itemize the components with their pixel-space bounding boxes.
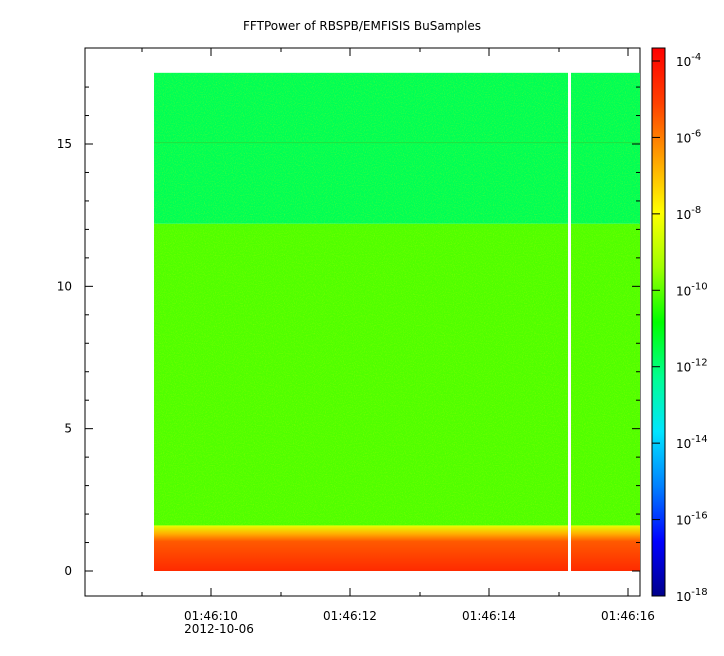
colorbar-tick-label: 10-16 [676,511,708,528]
x-axis-date-label: 2012-10-06 [184,622,254,636]
y-axis: 0 5 10 15 [57,86,640,578]
colorbar-tick-label: 10-18 [676,587,708,604]
colorbar-tick-label: 10-6 [676,128,701,145]
x-tick-label: 01:46:10 [184,609,238,623]
data-gap [568,71,571,572]
x-axis: 01:46:10 01:46:12 01:46:14 01:46:16 [141,48,655,623]
colorbar [651,47,666,597]
chart-title: FFTPower of RBSPB/EMFISIS BuSamples [243,19,481,33]
spectrogram-low-band [154,525,640,571]
colorbar-tick-label: 10-4 [676,52,701,69]
colorbar-tick-label: 10-12 [676,358,708,375]
spectrogram-image [154,71,640,572]
colorbar-tick-label: 10-8 [676,205,701,222]
colorbar-axis: 10-4 10-6 10-8 10-10 10-12 10-14 10-16 10-18 [652,52,708,604]
y-tick-label: 5 [64,422,72,436]
spectrogram-noise [154,72,640,526]
x-tick-label: 01:46:16 [601,609,655,623]
y-tick-label: 15 [57,137,72,151]
x-tick-label: 01:46:12 [323,609,377,623]
colorbar-tick-label: 10-10 [676,281,708,298]
y-tick-label: 10 [57,279,72,293]
y-tick-label: 0 [64,564,72,578]
colorbar-tick-label: 10-14 [676,434,708,451]
x-tick-label: 01:46:14 [462,609,516,623]
